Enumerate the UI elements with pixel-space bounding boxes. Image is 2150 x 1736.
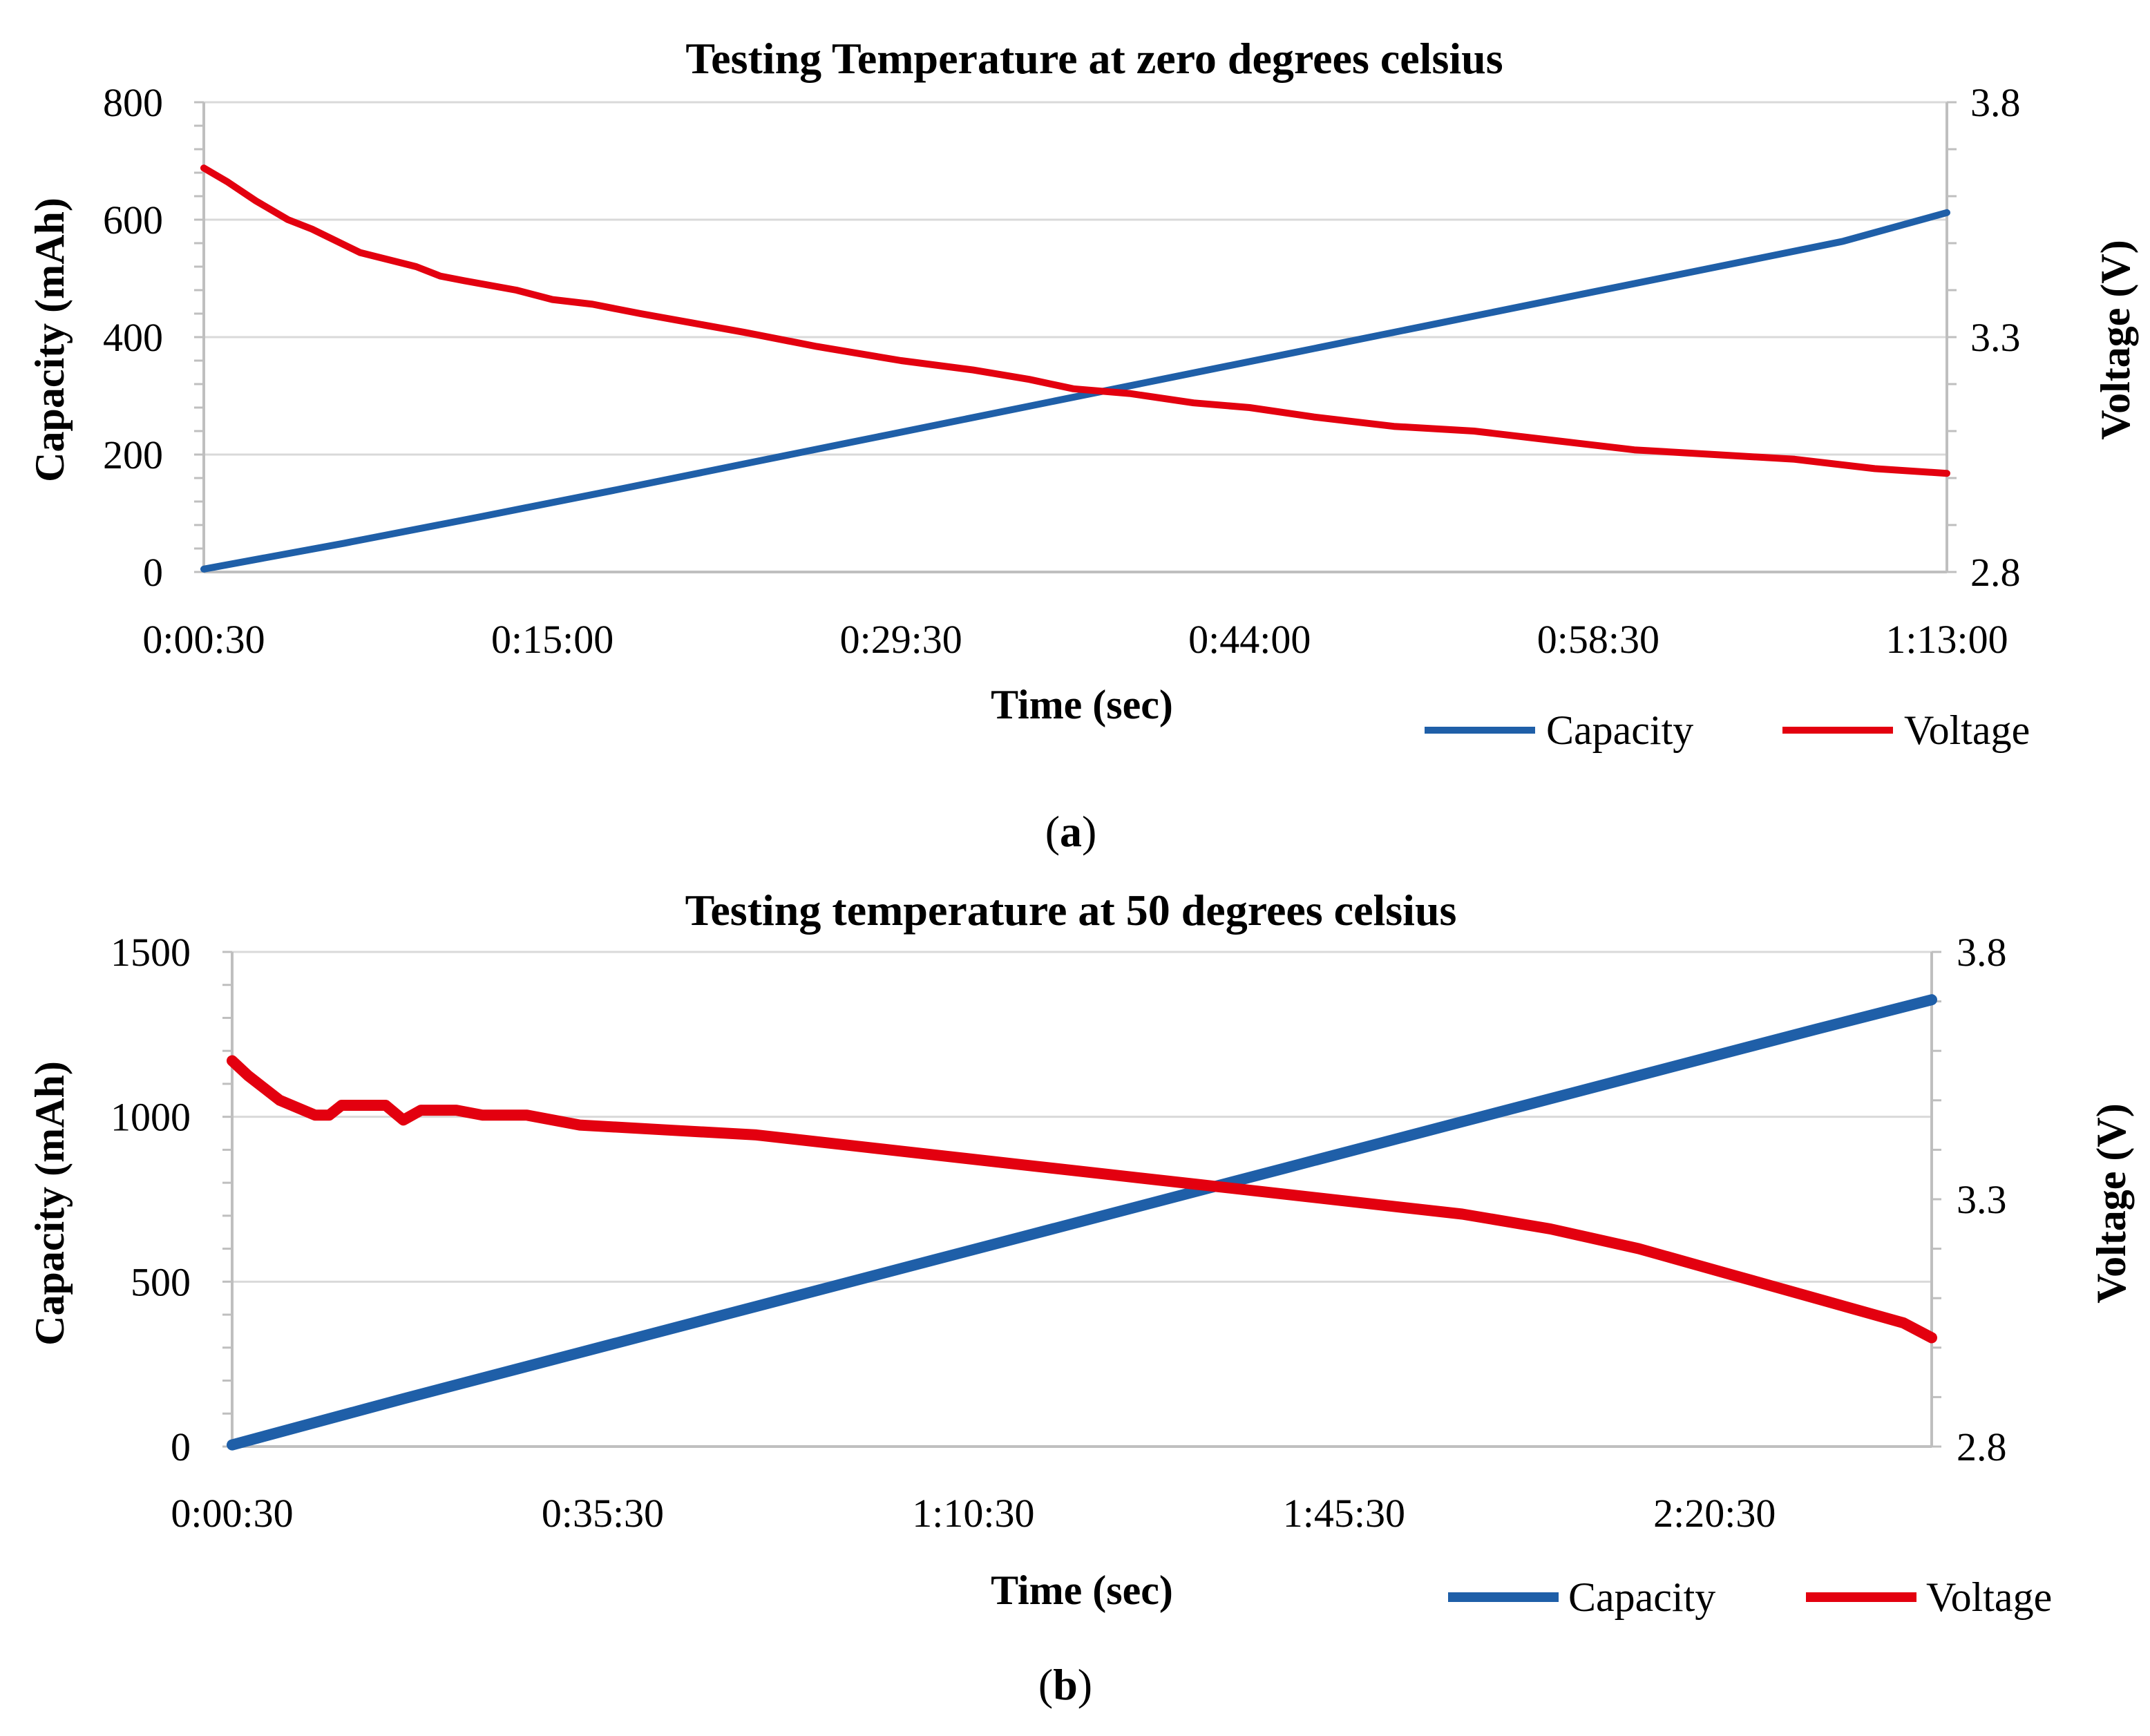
chart-b-x-axis-title: Time (sec): [991, 1567, 1173, 1613]
caption-b: (b): [1038, 1660, 1092, 1709]
chart-a-x-tick-label: 0:15:00: [491, 617, 613, 662]
chart-a-y-tick-label: 0: [143, 550, 163, 595]
chart-a-title: Testing Temperature at zero degrees cels…: [685, 34, 1503, 83]
chart-a-y2-tick-labels: 3.8 3.3 2.8: [1970, 80, 2021, 595]
chart-a-x-tick-label: 0:44:00: [1188, 617, 1311, 662]
chart-b-title: Testing temperature at 50 degrees celsiu…: [685, 886, 1457, 935]
chart-b-y2-tick-label: 3.8: [1957, 930, 2007, 975]
chart-b: Testing temperature at 50 degrees celsiu…: [27, 886, 2134, 1620]
caption-a: (a): [1045, 807, 1097, 856]
chart-a-axes: [194, 101, 1957, 573]
chart-a-y2-tick-label: 3.3: [1970, 315, 2021, 360]
chart-a-y-tick-label: 400: [103, 315, 163, 360]
chart-b-series: [227, 994, 1937, 1451]
chart-b-y-tick-labels: 1500 1000 500 0: [111, 930, 191, 1469]
chart-b-axes: [222, 951, 1941, 1448]
chart-a-legend-voltage-label: Voltage: [1904, 707, 2030, 753]
chart-b-y2-tick-label: 3.3: [1957, 1177, 2007, 1222]
caption-a-open: (: [1045, 807, 1060, 856]
chart-a-y-axis-title: Capacity (mAh): [27, 198, 73, 482]
chart-b-y-tick-label: 1000: [111, 1095, 191, 1140]
chart-a-y2-tick-label: 3.8: [1970, 80, 2021, 125]
chart-b-legend: Capacity Voltage: [1448, 1574, 2052, 1620]
chart-a-y-tick-label: 600: [103, 198, 163, 242]
caption-a-letter: a: [1060, 807, 1082, 856]
chart-b-x-tick-label: 0:00:30: [171, 1491, 293, 1536]
chart-a-y-tick-label: 800: [103, 80, 163, 125]
chart-b-legend-capacity-label: Capacity: [1568, 1574, 1715, 1620]
chart-a-x-tick-label: 0:00:30: [142, 617, 265, 662]
caption-b-letter: b: [1053, 1660, 1078, 1709]
chart-a: Testing Temperature at zero degrees cels…: [27, 34, 2138, 753]
chart-b-x-tick-labels: 0:00:30 0:35:30 1:10:30 1:45:30 2:20:30: [171, 1491, 1776, 1536]
chart-a-y-tick-labels: 800 600 400 200 0: [103, 80, 163, 595]
chart-a-series: [200, 164, 1950, 573]
chart-b-y2-tick-label: 2.8: [1957, 1424, 2007, 1469]
chart-a-x-axis-title: Time (sec): [991, 682, 1173, 727]
chart-a-legend: Capacity Voltage: [1425, 707, 2030, 753]
chart-b-series-capacity-line: [227, 994, 1937, 1451]
caption-a-close: ): [1082, 807, 1096, 856]
chart-b-legend-voltage-label: Voltage: [1926, 1574, 2052, 1620]
chart-a-x-tick-label: 0:29:30: [840, 617, 962, 662]
chart-b-y-tick-label: 500: [131, 1259, 191, 1304]
chart-b-y2-axis-title: Voltage (V): [2089, 1103, 2134, 1303]
chart-b-x-tick-label: 1:10:30: [912, 1491, 1034, 1536]
chart-a-legend-capacity-label: Capacity: [1546, 707, 1693, 753]
chart-a-series-voltage-line: [200, 164, 1950, 477]
chart-a-x-tick-label: 0:58:30: [1537, 617, 1659, 662]
chart-b-y-axis-title: Capacity (mAh): [27, 1061, 73, 1346]
chart-b-series-voltage-line: [227, 1055, 1937, 1344]
chart-b-x-tick-label: 0:35:30: [542, 1491, 664, 1536]
caption-b-close: ): [1078, 1660, 1092, 1709]
chart-a-y2-tick-label: 2.8: [1970, 550, 2021, 595]
caption-b-open: (: [1038, 1660, 1053, 1709]
chart-a-y-tick-label: 200: [103, 432, 163, 477]
chart-b-x-tick-label: 1:45:30: [1283, 1491, 1405, 1536]
chart-a-y2-axis-title: Voltage (V): [2093, 240, 2138, 439]
chart-b-y2-tick-labels: 3.8 3.3 2.8: [1957, 930, 2007, 1469]
chart-a-x-tick-labels: 0:00:30 0:15:00 0:29:30 0:44:00 0:58:30 1:13:…: [142, 617, 2008, 662]
chart-a-x-tick-label: 1:13:00: [1885, 617, 2008, 662]
chart-b-y-tick-label: 1500: [111, 930, 191, 975]
chart-b-y-tick-label: 0: [171, 1424, 191, 1469]
chart-b-x-tick-label: 2:20:30: [1653, 1491, 1776, 1536]
